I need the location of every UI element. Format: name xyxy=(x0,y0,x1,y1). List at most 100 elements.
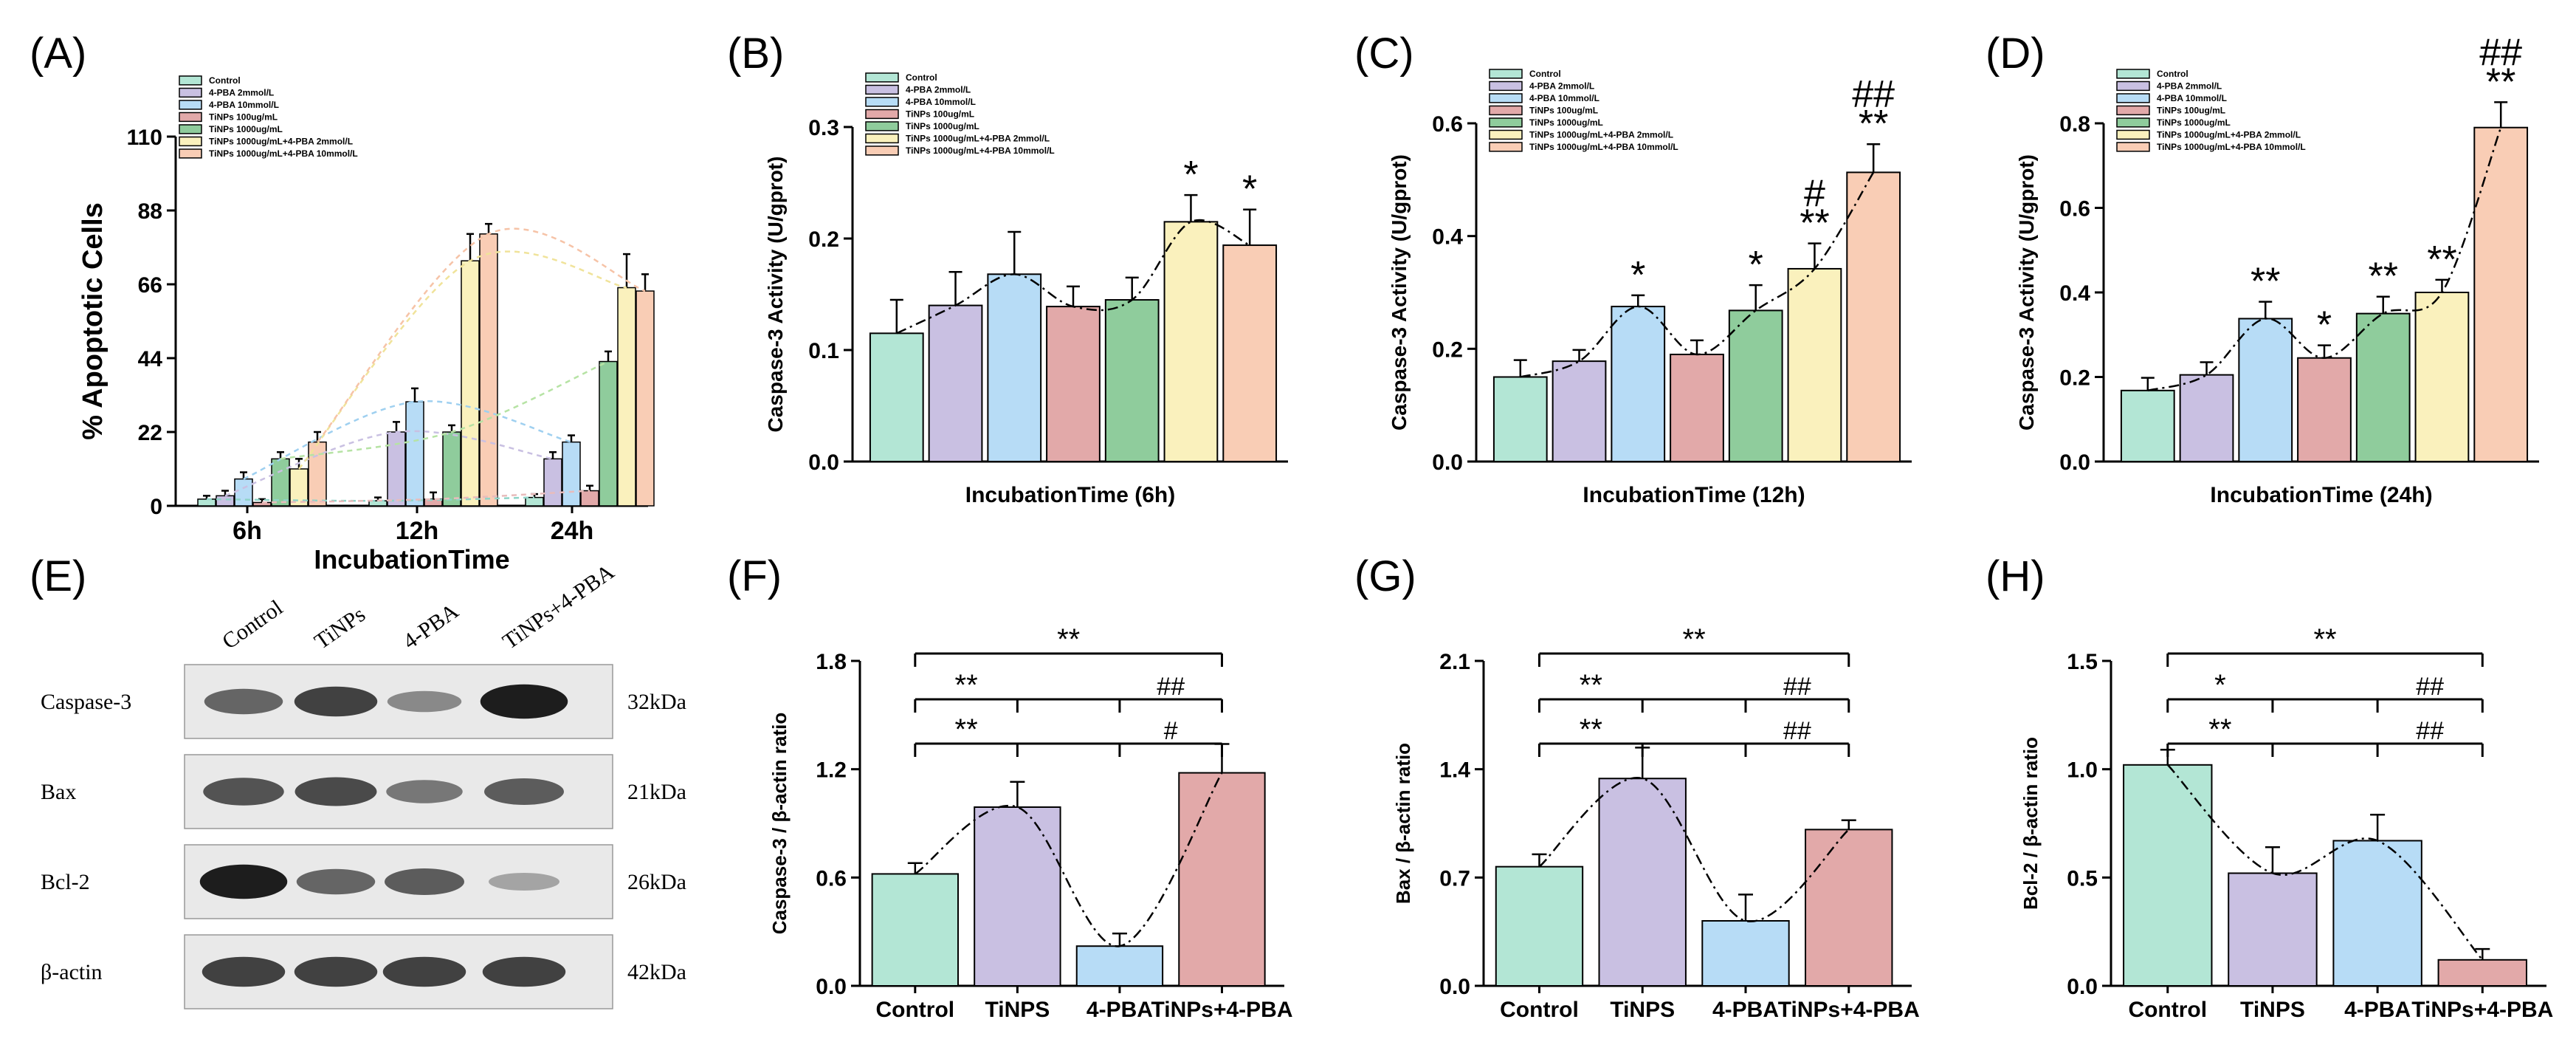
significance-mark: ** xyxy=(955,713,978,746)
bar xyxy=(1611,306,1666,463)
significance-mark: ** xyxy=(2486,61,2515,103)
chart-bcl2-ratio: 0.0 0.5 1.0 1.5 Bcl-2 / β-actin ratio Control… xyxy=(2019,623,2553,1022)
panel-label-a: (A) xyxy=(30,30,86,78)
significance-mark: * xyxy=(1749,244,1763,287)
legend-swatch xyxy=(179,112,202,123)
protein-band xyxy=(199,864,288,899)
protein-band xyxy=(484,778,564,805)
bar xyxy=(871,873,960,987)
bar xyxy=(928,304,983,462)
y-tick-label: 0.2 xyxy=(808,227,839,252)
y-tick-label: 1.4 xyxy=(1439,758,1470,783)
y-tick-label: 0.4 xyxy=(2059,281,2090,306)
trend-curve xyxy=(1538,777,1850,922)
western-blot: Control TiNPs 4-PBA TiNPs+4-PBA Caspase-3 32k… xyxy=(41,560,686,1009)
legend-label: 4-PBA 2mmol/L xyxy=(209,88,274,98)
legend-label: 4-PBA 2mmol/L xyxy=(1529,81,1594,92)
y-tick-label: 22 xyxy=(138,421,162,445)
y-tick-label: 0.0 xyxy=(2059,450,2090,475)
bar xyxy=(562,441,581,507)
x-tick-label: 24h xyxy=(551,517,594,545)
legend-label: TiNPs 1000ug/mL+4-PBA 10mmol/L xyxy=(906,145,1055,156)
bar xyxy=(2355,312,2411,462)
y-tick-label: 1.2 xyxy=(816,758,847,783)
lane-label: Control xyxy=(218,595,287,654)
legend-swatch xyxy=(2116,80,2150,92)
significance-mark: ## xyxy=(2479,31,2522,74)
legend-swatch xyxy=(2116,105,2150,116)
trend-curve xyxy=(261,490,590,504)
band-size-label: 32kDa xyxy=(627,690,686,714)
legend-swatch xyxy=(179,136,202,147)
protein-label: β-actin xyxy=(41,960,103,984)
x-tick-label: 4-PBA xyxy=(1086,998,1153,1022)
x-tick-label: TiNPs+4-PBA xyxy=(2411,998,2553,1022)
band-size-label: 26kDa xyxy=(627,870,686,894)
trend-curve xyxy=(206,496,535,502)
y-tick-label: 0.0 xyxy=(808,450,839,475)
protein-label: Bcl-2 xyxy=(41,870,90,894)
legend-label: TiNPs 1000ug/mL+4-PBA 10mmol/L xyxy=(2157,142,2306,152)
bar xyxy=(1046,306,1101,462)
legend-swatch xyxy=(2116,117,2150,128)
legend-label: Control xyxy=(906,72,937,83)
bar xyxy=(2473,126,2529,462)
protein-band xyxy=(385,868,464,895)
protein-label: Bax xyxy=(41,780,76,804)
x-axis-title: IncubationTime (24h) xyxy=(2210,483,2432,507)
y-tick-label: 0.2 xyxy=(1432,337,1463,362)
legend-label: TiNPs 100ug/mL xyxy=(2157,106,2225,116)
x-tick-label: Control xyxy=(1500,998,1579,1022)
bar xyxy=(1670,353,1724,463)
bar xyxy=(987,273,1042,462)
y-tick-label: 0.7 xyxy=(1439,866,1470,891)
protein-band xyxy=(480,684,568,719)
y-tick-label: 0.0 xyxy=(1439,975,1470,999)
y-tick-label: 0.5 xyxy=(2067,866,2098,891)
bar xyxy=(599,360,618,507)
legend-label: Control xyxy=(1529,69,1561,79)
legend-swatch xyxy=(865,133,899,144)
legend-swatch xyxy=(2116,129,2150,140)
y-tick-label: 1.5 xyxy=(2067,650,2098,674)
bar xyxy=(580,490,599,507)
significance-mark: ## xyxy=(1783,673,1811,701)
y-tick-label: 0.4 xyxy=(1432,225,1463,250)
bar xyxy=(216,495,235,507)
panel-label-d: (D) xyxy=(1986,30,2045,78)
significance-mark: ** xyxy=(1683,623,1706,656)
protein-band xyxy=(204,688,283,715)
legend-label: TiNPs 100ug/mL xyxy=(906,109,974,120)
chart-caspase-24h: 0.0 0.2 0.4 0.6 0.8 Caspase-3 Activity (U/gpr… xyxy=(2015,31,2539,507)
panel-label-c: (C) xyxy=(1354,30,1414,78)
y-axis-title: Caspase-3 / β-actin ratio xyxy=(768,713,791,935)
legend-label: 4-PBA 10mmol/L xyxy=(2157,93,2227,103)
legend-swatch xyxy=(865,97,899,107)
legend-label: TiNPs 1000ug/mL xyxy=(2157,117,2231,128)
protein-band xyxy=(387,690,462,713)
significance-mark: ** xyxy=(2313,623,2336,656)
bar xyxy=(1728,309,1783,462)
legend-swatch xyxy=(865,84,899,95)
y-tick-label: 0.6 xyxy=(1432,112,1463,137)
bar xyxy=(1178,772,1266,987)
y-tick-label: 0.0 xyxy=(2067,975,2098,999)
bar xyxy=(1787,267,1842,462)
legend-label: Control xyxy=(2157,69,2188,79)
bar xyxy=(1495,865,1584,987)
significance-mark: ** xyxy=(1057,623,1080,656)
bar xyxy=(1805,829,1893,987)
bar xyxy=(442,431,461,507)
band-size-label: 21kDa xyxy=(627,780,686,804)
bar xyxy=(1701,920,1790,987)
bar xyxy=(1492,376,1548,462)
bar xyxy=(869,332,924,462)
legend-swatch xyxy=(179,100,202,110)
legend-swatch xyxy=(1489,142,1523,152)
y-tick-label: 2.1 xyxy=(1439,650,1470,674)
bar xyxy=(2123,764,2213,987)
significance-mark: * xyxy=(1630,254,1645,297)
trend-curve xyxy=(243,400,572,480)
significance-mark: ** xyxy=(1859,103,1888,145)
